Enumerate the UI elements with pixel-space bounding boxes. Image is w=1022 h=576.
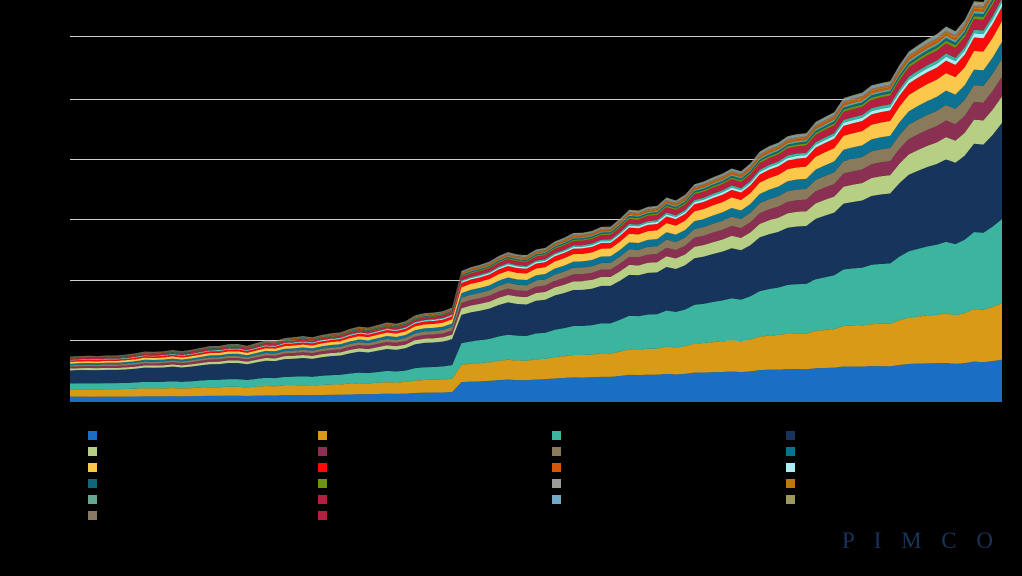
legend-swatch-icon: [318, 478, 327, 488]
legend-swatch-icon: [552, 430, 561, 440]
legend-item[interactable]: [88, 446, 318, 456]
legend-column-1: [88, 430, 318, 520]
legend-swatch-icon: [88, 446, 97, 456]
legend-item[interactable]: [552, 462, 786, 472]
pimco-logo: P I M C O: [842, 528, 1000, 553]
legend-item[interactable]: [318, 446, 552, 456]
legend-swatch-icon: [552, 478, 561, 488]
legend-item[interactable]: [88, 494, 318, 504]
chart-legend: [0, 430, 1022, 540]
legend-swatch-icon: [88, 494, 97, 504]
legend-swatch-icon: [318, 462, 327, 472]
legend-swatch-icon: [552, 446, 561, 456]
legend-column-3: [552, 430, 786, 504]
legend-swatch-icon: [318, 510, 327, 520]
legend-item[interactable]: [318, 462, 552, 472]
legend-item[interactable]: [318, 510, 552, 520]
legend-item[interactable]: [318, 478, 552, 488]
area-series-group: [70, 0, 1002, 402]
legend-swatch-icon: [318, 494, 327, 504]
legend-item[interactable]: [552, 478, 786, 488]
legend-item[interactable]: [786, 446, 1006, 456]
legend-item[interactable]: [318, 430, 552, 440]
legend-swatch-icon: [786, 478, 795, 488]
legend-swatch-icon: [786, 494, 795, 504]
legend-item[interactable]: [786, 478, 1006, 488]
legend-item[interactable]: [88, 462, 318, 472]
area-series: [70, 359, 1002, 402]
legend-item[interactable]: [318, 494, 552, 504]
area-series: [70, 303, 1002, 397]
legend-swatch-icon: [88, 510, 97, 520]
legend-swatch-icon: [552, 462, 561, 472]
legend-column-4: [786, 430, 1006, 504]
area-series: [70, 218, 1002, 390]
legend-column-2: [318, 430, 552, 520]
legend-item[interactable]: [786, 430, 1006, 440]
legend-item[interactable]: [552, 446, 786, 456]
legend-swatch-icon: [786, 446, 795, 456]
legend-swatch-icon: [88, 462, 97, 472]
area-series: [70, 122, 1002, 384]
legend-item[interactable]: [88, 510, 318, 520]
legend-swatch-icon: [88, 430, 97, 440]
legend-swatch-icon: [318, 430, 327, 440]
legend-item[interactable]: [552, 494, 786, 504]
legend-swatch-icon: [318, 446, 327, 456]
legend-swatch-icon: [786, 430, 795, 440]
legend-item[interactable]: [88, 478, 318, 488]
legend-swatch-icon: [88, 478, 97, 488]
legend-item[interactable]: [552, 430, 786, 440]
legend-item[interactable]: [88, 430, 318, 440]
legend-swatch-icon: [552, 494, 561, 504]
legend-item[interactable]: [786, 494, 1006, 504]
stacked-area-chart: [70, 0, 1002, 402]
legend-item[interactable]: [786, 462, 1006, 472]
legend-swatch-icon: [786, 462, 795, 472]
